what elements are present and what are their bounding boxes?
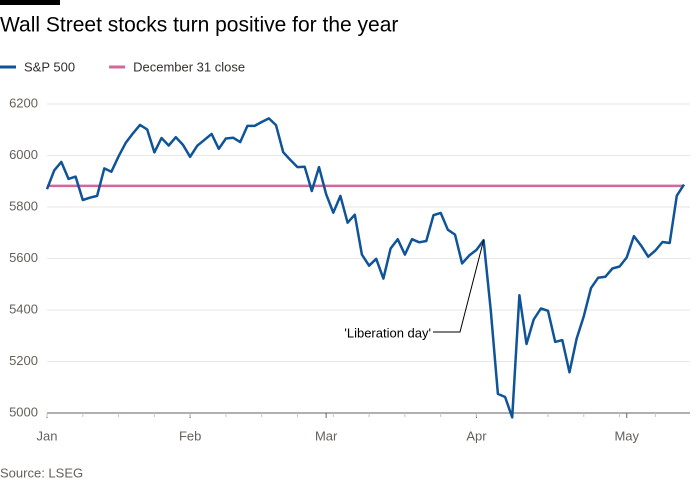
y-tick-label: 6000	[9, 147, 38, 162]
brand-bar	[0, 0, 60, 5]
chart-title: Wall Street stocks turn positive for the…	[0, 14, 398, 37]
x-tick-label: Mar	[315, 428, 338, 443]
x-tick-label: Feb	[179, 428, 201, 443]
x-tick-label: Apr	[466, 428, 487, 443]
source: Source: LSEG	[0, 465, 83, 480]
x-tick-label: May	[614, 428, 639, 443]
y-tick-label: 5200	[9, 353, 38, 368]
y-tick-label: 5800	[9, 198, 38, 213]
y-tick-label: 5000	[9, 404, 38, 419]
x-tick-label: Jan	[37, 428, 58, 443]
legend-label: December 31 close	[133, 59, 245, 74]
annotation-leader	[433, 240, 485, 333]
line-series	[45, 117, 686, 419]
y-tick-label: 5400	[9, 301, 38, 316]
annotation: 'Liberation day'	[344, 325, 431, 340]
y-tick-label: 5600	[9, 250, 38, 265]
y-tick-label: 6200	[9, 95, 38, 110]
legend-label: S&P 500	[24, 59, 75, 74]
